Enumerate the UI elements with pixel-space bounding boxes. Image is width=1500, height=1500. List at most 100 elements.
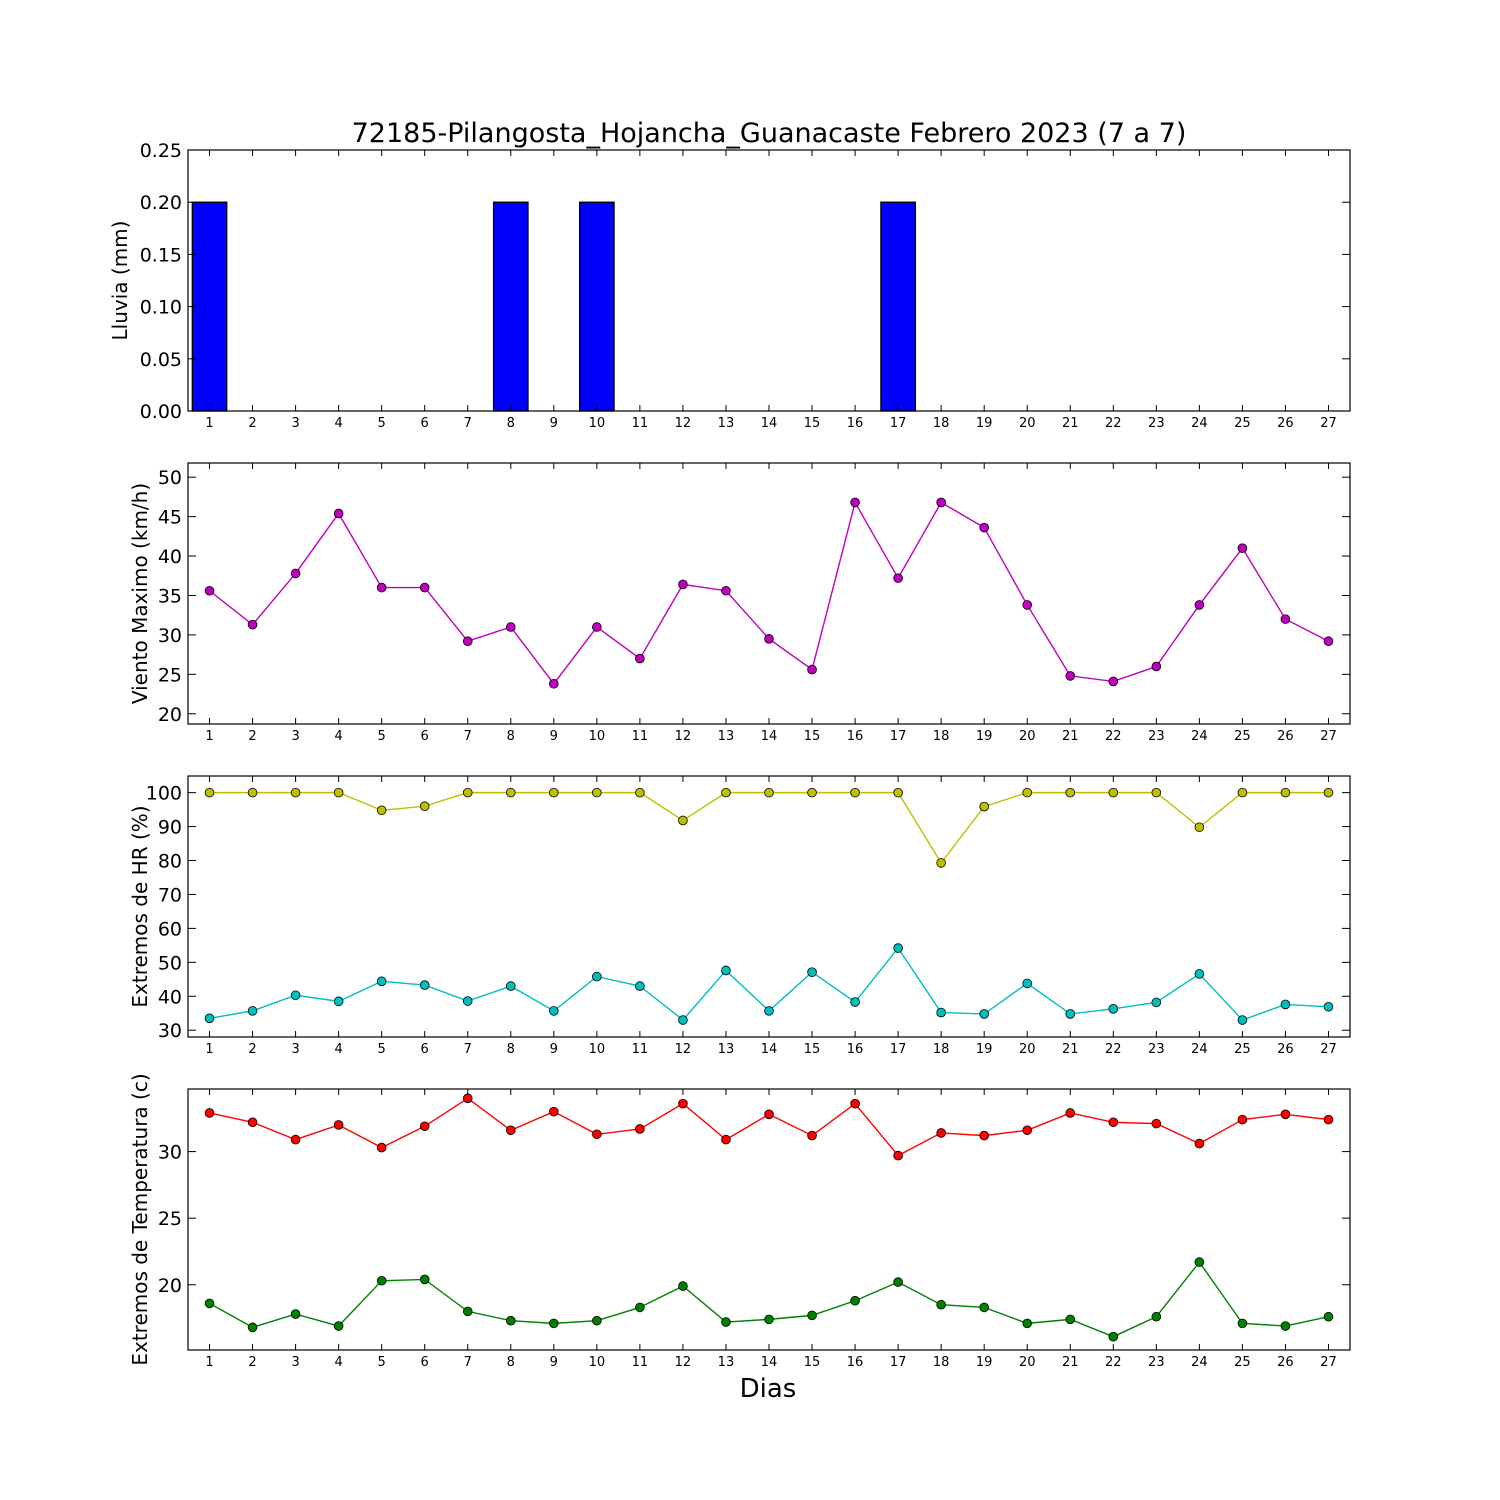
series-2-point-day-8: [505, 1315, 516, 1326]
series-1-point-day-11: [635, 1124, 645, 1134]
series-1-point-day-18: [936, 858, 946, 868]
x-tick-label: 22: [1105, 1355, 1122, 1370]
series-1-point-day-14: [764, 787, 774, 798]
series-2-point-day-5: [376, 1275, 387, 1286]
series-2-point-day-12: [678, 1015, 688, 1025]
series-1-point-day-6: [419, 1121, 430, 1132]
series-1-point-day-23: [1151, 787, 1162, 798]
series-1-point-day-7: [462, 787, 473, 798]
y-tick-label: 0.15: [140, 244, 182, 266]
x-tick-label: 9: [550, 416, 558, 431]
series-1-point-day-10: [592, 787, 602, 798]
x-tick-label: 26: [1277, 1042, 1294, 1057]
series-2-point-day-3: [290, 1309, 301, 1319]
x-tick-label: 18: [933, 729, 950, 744]
y-tick-label: 70: [158, 884, 182, 906]
series-1-point-day-10: [592, 1129, 602, 1140]
x-tick-label: 25: [1234, 1355, 1251, 1370]
y-tick-label: 0.10: [140, 297, 182, 319]
x-tick-label: 4: [334, 416, 342, 431]
x-tick-label: 21: [1062, 1042, 1079, 1057]
x-tick-label: 14: [761, 729, 778, 744]
x-tick-label: 21: [1062, 1355, 1079, 1370]
x-tick-label: 12: [675, 729, 692, 744]
chart-title: 72185-Pilangosta_Hojancha_Guanacaste Feb…: [352, 118, 1187, 149]
series-2-point-day-24: [1194, 1257, 1205, 1267]
series-1-point-day-20: [1022, 600, 1033, 610]
series-2-point-day-4: [333, 1321, 344, 1331]
x-tick-label: 17: [890, 729, 907, 744]
x-tick-label: 7: [464, 729, 472, 744]
series-1-point-day-25: [1237, 543, 1248, 553]
series-2-point-day-14: [764, 1006, 774, 1016]
series-1-point-day-13: [721, 787, 731, 798]
x-tick-label: 27: [1320, 1042, 1337, 1057]
series-2-point-day-5: [376, 976, 387, 987]
series-2-point-day-17: [893, 943, 903, 953]
x-tick-label: 15: [804, 1042, 821, 1057]
x-tick-label: 1: [205, 729, 213, 744]
x-tick-label: 1: [205, 1042, 213, 1057]
x-tick-label: 20: [1019, 1355, 1036, 1370]
series-2-point-day-11: [635, 981, 645, 991]
x-tick-label: 20: [1019, 729, 1036, 744]
x-tick-label: 24: [1191, 729, 1208, 744]
x-tick-label: 9: [550, 1042, 558, 1057]
series-2-point-day-9: [549, 1318, 559, 1329]
series-1-point-day-8: [505, 787, 516, 798]
series-2-point-day-25: [1237, 1318, 1248, 1329]
series-2-point-day-13: [721, 1317, 731, 1327]
x-tick-label: 26: [1277, 1355, 1294, 1370]
x-tick-label: 18: [933, 416, 950, 431]
series-2-point-day-26: [1280, 999, 1291, 1010]
x-tick-label: 14: [761, 1355, 778, 1370]
x-tick-label: 25: [1234, 416, 1251, 431]
series-2-point-day-15: [807, 967, 817, 977]
series-1-point-day-5: [376, 1142, 387, 1153]
x-tick-label: 27: [1320, 729, 1337, 744]
x-tick-label: 13: [718, 1355, 735, 1370]
y-tick-label: 100: [146, 783, 182, 805]
series-2-point-day-23: [1151, 997, 1162, 1008]
x-tick-label: 19: [976, 729, 993, 744]
y-axis-label: Lluvia (mm): [108, 221, 132, 341]
x-tick-label: 12: [675, 416, 692, 431]
x-tick-label: 6: [421, 416, 429, 431]
x-tick-label: 5: [378, 1042, 386, 1057]
series-1-point-day-19: [979, 801, 989, 812]
series-1-point-day-6: [419, 801, 430, 812]
x-tick-label: 16: [847, 1042, 864, 1057]
series-2-point-day-27: [1323, 1001, 1334, 1012]
series-1-point-day-1: [204, 585, 215, 596]
series-2-point-day-16: [850, 1295, 860, 1306]
series-1-point-day-12: [678, 1098, 688, 1109]
series-2-point-day-22: [1108, 1331, 1119, 1342]
series-2-point-day-2: [247, 1006, 258, 1016]
x-tick-label: 15: [804, 416, 821, 431]
y-tick-label: 60: [158, 918, 182, 940]
panel-3: 1 2 3 4 5 6 7 8 9 10 11 12 13 14 15 16 17 18 19 20 21 22 23 24 2…: [128, 775, 1351, 1057]
series-1-point-day-14: [764, 634, 774, 644]
y-tick-label: 30: [158, 1020, 182, 1042]
x-tick-label: 25: [1234, 729, 1251, 744]
series-1-point-day-18: [936, 1128, 946, 1138]
x-tick-label: 2: [248, 1355, 256, 1370]
x-tick-label: 10: [589, 1355, 606, 1370]
x-tick-label: 18: [933, 1042, 950, 1057]
series-1-point-day-25: [1237, 787, 1248, 798]
series-1-point-day-12: [678, 815, 688, 826]
x-tick-label: 7: [464, 1355, 472, 1370]
x-tick-label: 15: [804, 729, 821, 744]
series-1-point-day-27: [1323, 1114, 1334, 1125]
y-tick-label: 50: [158, 467, 182, 489]
x-tick-label: 2: [248, 729, 256, 744]
series-2-point-day-20: [1022, 1318, 1033, 1329]
series-2-point-day-19: [979, 1009, 989, 1019]
series-1-point-day-11: [635, 787, 645, 798]
x-tick-label: 8: [507, 729, 515, 744]
series-1-point-day-22: [1108, 676, 1119, 687]
x-tick-label: 11: [632, 1042, 649, 1057]
x-tick-label: 11: [632, 729, 649, 744]
series-1-point-day-22: [1108, 787, 1119, 798]
series-1-point-day-16: [850, 787, 860, 798]
